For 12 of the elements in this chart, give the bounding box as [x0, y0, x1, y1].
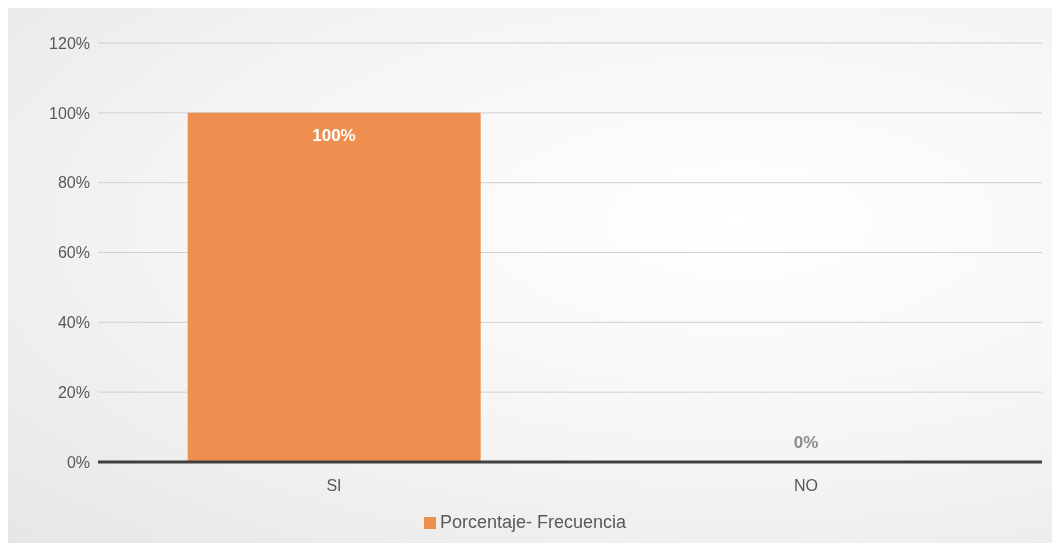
- y-tick-label: 120%: [49, 34, 90, 52]
- y-tick-label: 80%: [57, 174, 90, 192]
- y-tick-label: 0%: [66, 453, 90, 471]
- y-tick-label: 100%: [49, 104, 90, 122]
- y-tick-label: 40%: [57, 314, 90, 332]
- x-tick-label: SI: [326, 477, 342, 495]
- x-tick-label: NO: [794, 477, 818, 495]
- data-label: 100%: [312, 125, 356, 145]
- data-label: 0%: [793, 433, 819, 452]
- y-tick-label: 60%: [57, 244, 90, 262]
- y-tick-label: 20%: [57, 383, 90, 401]
- legend-label: Porcentaje- Frecuencia: [439, 512, 627, 532]
